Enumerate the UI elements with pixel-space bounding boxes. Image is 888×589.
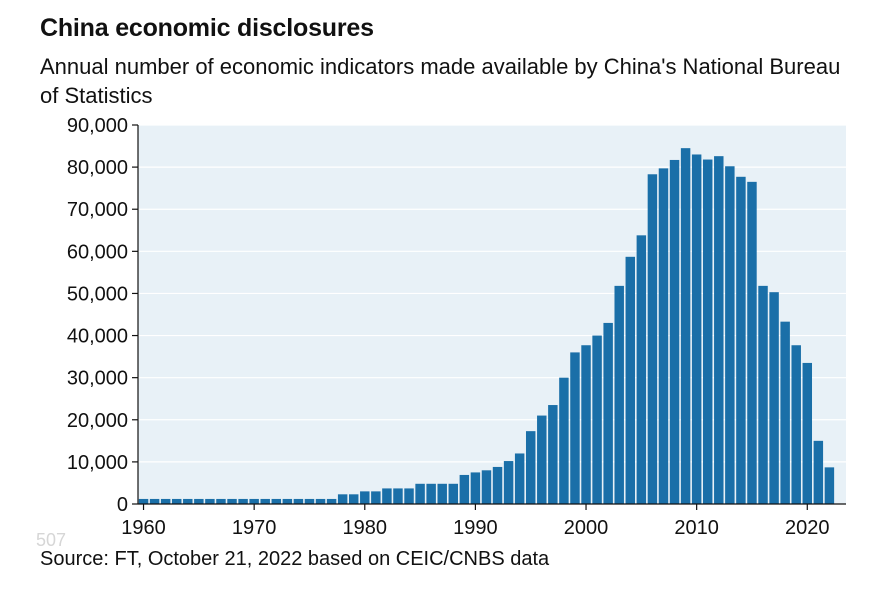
bar xyxy=(691,154,702,504)
bar xyxy=(581,345,591,504)
bar xyxy=(360,491,370,504)
watermark-number: 507 xyxy=(36,530,67,550)
bar xyxy=(183,498,193,504)
bar xyxy=(326,498,337,504)
bar xyxy=(216,498,226,504)
bar xyxy=(426,483,436,504)
bar xyxy=(348,494,359,504)
bar xyxy=(205,498,215,504)
x-tick-label: 1990 xyxy=(453,517,498,539)
y-tick-label: 70,000 xyxy=(67,199,128,221)
bar xyxy=(271,498,282,504)
bar xyxy=(736,176,746,504)
y-tick-label: 30,000 xyxy=(67,368,128,390)
y-tick-label: 40,000 xyxy=(67,326,128,348)
y-tick-label: 80,000 xyxy=(67,157,128,179)
bar xyxy=(592,335,602,504)
bar xyxy=(315,498,326,504)
bar xyxy=(481,470,492,504)
bar xyxy=(780,321,790,504)
chart-subtitle: Annual number of economic indicators mad… xyxy=(40,54,841,108)
bar xyxy=(371,491,381,504)
bar xyxy=(415,483,425,504)
bar xyxy=(791,345,801,504)
x-tick-label: 1980 xyxy=(343,517,388,539)
y-tick-label: 10,000 xyxy=(67,452,128,474)
bar xyxy=(747,181,757,504)
axes xyxy=(137,125,846,505)
bar xyxy=(238,498,248,504)
bar xyxy=(382,488,392,504)
bar xyxy=(669,159,680,505)
bars xyxy=(138,148,835,505)
bar xyxy=(514,453,525,504)
bar xyxy=(470,472,481,504)
y-tick-label: 90,000 xyxy=(67,115,128,137)
bar xyxy=(337,494,348,504)
bar xyxy=(503,461,514,504)
bar xyxy=(138,498,149,504)
bar xyxy=(393,488,403,504)
y-tick-label: 0 xyxy=(117,494,128,516)
bar xyxy=(702,159,713,504)
bar xyxy=(559,377,569,504)
y-tick-label: 60,000 xyxy=(67,241,128,263)
bar xyxy=(824,467,835,504)
bar xyxy=(603,322,613,504)
bar xyxy=(813,440,824,504)
bar xyxy=(647,174,658,504)
chart-source: Source: FT, October 21, 2022 based on CE… xyxy=(40,548,550,570)
bar xyxy=(614,285,624,504)
bar xyxy=(658,168,669,504)
bar xyxy=(625,256,636,504)
bar xyxy=(769,292,779,504)
bar xyxy=(680,148,691,504)
bar xyxy=(525,431,536,504)
x-tick-label: 1970 xyxy=(232,517,277,539)
bar xyxy=(492,466,503,504)
bar xyxy=(570,352,580,504)
bar xyxy=(802,362,813,504)
x-tick-label: 1960 xyxy=(121,517,166,539)
bar xyxy=(282,498,293,504)
chart-title: China economic disclosures xyxy=(40,14,374,42)
x-tick-label: 2010 xyxy=(674,517,719,539)
bar xyxy=(548,405,558,504)
bar xyxy=(404,488,414,504)
bar xyxy=(304,498,315,504)
x-tick-label: 2000 xyxy=(564,517,609,539)
bar xyxy=(714,156,724,504)
x-axis-ticks: 1960 1970 1980 1990 2000 2010 2020 xyxy=(121,504,830,539)
bar xyxy=(171,498,182,504)
bar xyxy=(636,235,647,504)
bar xyxy=(448,483,459,504)
bar xyxy=(260,498,270,504)
y-tick-label: 20,000 xyxy=(67,410,128,432)
bar xyxy=(160,498,171,504)
x-tick-label: 2020 xyxy=(785,517,830,539)
bar xyxy=(149,498,160,504)
y-tick-label: 50,000 xyxy=(67,283,128,305)
bar xyxy=(758,285,768,504)
bar xyxy=(725,166,735,504)
bar xyxy=(537,415,547,504)
bar xyxy=(437,483,447,504)
bar xyxy=(293,498,304,504)
bar xyxy=(194,498,204,504)
bar xyxy=(227,498,237,504)
bar xyxy=(459,474,470,504)
y-axis-ticks: 0 10,000 20,000 30,000 40,000 50,000 60,000 70,… xyxy=(67,115,138,516)
bar xyxy=(249,498,259,504)
